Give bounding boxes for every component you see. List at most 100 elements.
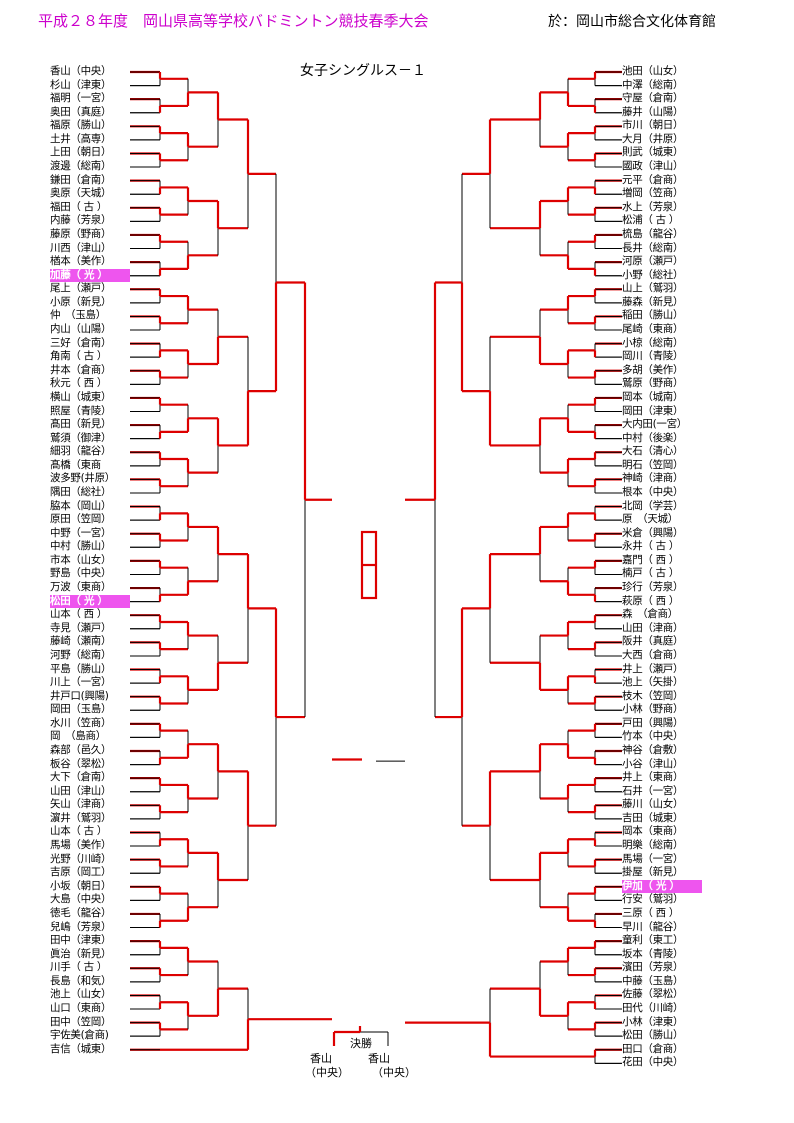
player-entry: 佐藤（翠松） <box>622 988 684 1001</box>
player-entry: 池上（矢掛） <box>622 676 684 689</box>
player-entry: 松田（勝山） <box>622 1029 684 1042</box>
player-entry: 奥原（天城） <box>50 187 112 200</box>
player-entry: 大内田(一宮） <box>622 418 687 431</box>
player-entry: 福田（ 古 ） <box>50 200 108 213</box>
player-entry: 井戸口(興陽) <box>50 689 109 702</box>
player-entry: 川手（ 古 ） <box>50 961 108 974</box>
player-entry: 増岡（笠商） <box>622 187 684 200</box>
player-entry: 吉信（城東） <box>50 1042 112 1055</box>
player-entry: 小坂（朝日） <box>50 879 112 892</box>
player-entry: 藤川（山女） <box>622 798 684 811</box>
player-entry: 萩原（ 西 ） <box>622 594 680 607</box>
player-entry: 國政（津山） <box>622 160 684 173</box>
player-entry: 花田（中央） <box>622 1056 684 1069</box>
player-entry: 角南（ 古 ） <box>50 350 108 363</box>
player-entry: 池田（山女） <box>622 65 684 77</box>
player-entry: 小林（野商） <box>622 703 684 716</box>
player-entry: 中村（勝山） <box>50 540 112 553</box>
final-left-name: 香山 <box>310 1052 332 1065</box>
player-entry: 眞治（新見） <box>50 947 112 960</box>
player-entry: 大石（清心） <box>622 445 684 458</box>
player-entry: 細羽（龍谷） <box>50 445 112 458</box>
player-entry: 藤森（新見） <box>622 295 684 308</box>
player-entry: 井本（倉商） <box>50 363 112 376</box>
player-entry: 則武（城東） <box>622 146 684 159</box>
player-entry: 大月（井原） <box>622 132 684 145</box>
player-entry: 照屋（青陵） <box>50 404 112 417</box>
player-entry: 松田（ 光 ） <box>50 594 130 608</box>
player-entry: 小谷（津山） <box>622 757 684 770</box>
player-entry: 尾上（瀬戸） <box>50 282 112 295</box>
player-entry: 中村（後楽） <box>622 431 684 444</box>
player-entry: 田中（津東） <box>50 934 112 947</box>
player-entry: 長井（総南） <box>622 241 684 254</box>
player-entry: 鎌田（倉南） <box>50 173 112 186</box>
player-entry: 杉山（津東） <box>50 78 112 91</box>
player-entry: 岡 （島商） <box>50 730 106 743</box>
player-entry: 濱田（芳泉） <box>622 961 684 974</box>
player-entry: 井上（東商） <box>622 771 684 784</box>
player-entry: 枝木（笠岡） <box>622 689 684 702</box>
player-entry: 内藤（芳泉） <box>50 214 112 227</box>
player-entry: 野島（中央） <box>50 567 112 580</box>
player-entry: 吉田（城東） <box>622 811 684 824</box>
player-entry: 岡川（青陵） <box>622 350 684 363</box>
player-entry: 行安（鷲羽） <box>622 893 684 906</box>
player-entry: 岡田（玉島） <box>50 703 112 716</box>
player-entry: 川上（一宮） <box>50 676 112 689</box>
player-entry: 秋元（ 西 ） <box>50 377 108 390</box>
player-entry: 元平（倉商） <box>622 173 684 186</box>
player-entry: 藤崎（瀬南） <box>50 635 112 648</box>
player-entry: 内山（山陽） <box>50 323 112 336</box>
player-entry: 原田（笠岡） <box>50 513 112 526</box>
player-entry: 岡田（津東） <box>622 404 684 417</box>
player-entry: 板谷（翠松） <box>50 757 112 770</box>
player-entry: 山本（ 古 ） <box>50 825 108 838</box>
player-entry: 北岡（学芸） <box>622 499 684 512</box>
player-entry: 土井（高専） <box>50 132 112 145</box>
player-entry: 横山（城東） <box>50 390 112 403</box>
player-entry: 平島（勝山） <box>50 662 112 675</box>
player-entry: 永井（ 古 ） <box>622 540 680 553</box>
player-entry: 森 （倉商） <box>622 608 678 621</box>
player-entry: 鷲原（野商） <box>622 377 684 390</box>
player-entry: 坂本（青陵） <box>622 947 684 960</box>
player-entry: 徳毛（龍谷） <box>50 906 112 919</box>
header-title: 平成２８年度 岡山県高等学校バドミントン競技春季大会 <box>38 12 429 30</box>
player-entry: 池上（山女） <box>50 988 112 1001</box>
player-entry: 中野（一宮） <box>50 526 112 539</box>
player-entry: 童利（東工） <box>622 934 684 947</box>
player-entry: 中藤（玉島） <box>622 974 684 987</box>
player-entry: 万波（東商） <box>50 581 112 594</box>
player-entry: 寺見（瀬戸） <box>50 621 112 634</box>
player-entry: 中澤（総南） <box>622 78 684 91</box>
player-entry: 梳島（龍谷） <box>622 227 684 240</box>
player-entry: 原 （天城） <box>622 513 678 526</box>
player-entry: 小林（津東） <box>622 1015 684 1028</box>
player-entry: 山上（鷲羽） <box>622 282 684 295</box>
player-entry: 伊加（ 光 ） <box>622 879 702 893</box>
player-entry: 田口（倉商） <box>622 1042 684 1055</box>
player-entry: 兒嶋（芳泉） <box>50 920 112 933</box>
player-entry: 藤井（山陽） <box>622 105 684 118</box>
player-entry: 岡本（東商） <box>622 825 684 838</box>
player-entry: 上田（朝日） <box>50 146 112 159</box>
final-label: 決勝 <box>350 1037 372 1050</box>
player-entry: 山田（津商） <box>622 621 684 634</box>
player-entry: 光野（川崎） <box>50 852 112 865</box>
player-entry: 田代（川崎） <box>622 1002 684 1015</box>
player-entry: 戸田（興陽） <box>622 716 684 729</box>
player-entry: 脇本（岡山） <box>50 499 112 512</box>
player-entry: 山口（東商） <box>50 1002 112 1015</box>
player-entry: 根本（中央） <box>622 485 684 498</box>
player-entry: 隅田（総社） <box>50 485 112 498</box>
player-entry: 三原（ 西 ） <box>622 906 680 919</box>
player-entry: 嘉門（ 西 ） <box>622 553 680 566</box>
player-entry: 波多野(井原） <box>50 472 115 485</box>
player-entry: 宇佐美(倉商) <box>50 1029 109 1042</box>
player-entry: 珍行（芳泉） <box>622 581 684 594</box>
player-entry: 多胡（美作） <box>622 363 684 376</box>
player-entry: 小椋（総南） <box>622 336 684 349</box>
player-entry: 稲田（勝山） <box>622 309 684 322</box>
